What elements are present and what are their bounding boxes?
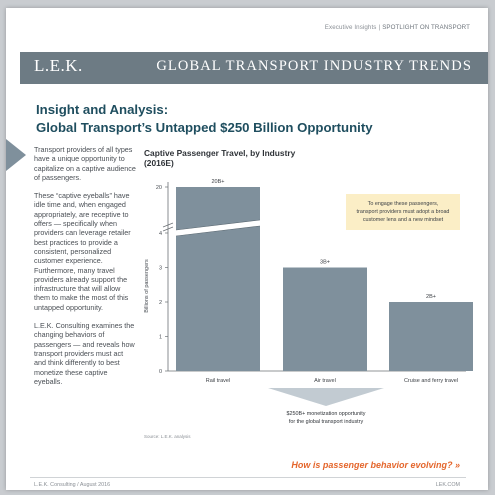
headline-line-1: Insight and Analysis: [36, 102, 169, 117]
bar-rail-travel [176, 187, 260, 371]
x-category-label: Air travel [314, 378, 336, 384]
callout-line: customer lens and a new mindset [363, 217, 444, 223]
x-category-label: Rail travel [206, 378, 230, 384]
body-paragraph: L.E.K. Consulting examines the changing … [34, 321, 135, 386]
chart-title-main: Captive Passenger Travel, by Industry [144, 148, 296, 158]
y-tick-label: 0 [159, 369, 162, 375]
bar-data-label: 20B+ [212, 179, 225, 185]
headline-line-2: Global Transport’s Untapped $250 Billion… [36, 120, 373, 135]
bar-data-label: 2B+ [426, 294, 436, 300]
series-tag: Executive Insights | SPOTLIGHT ON TRANSPOR… [325, 24, 470, 31]
break-line-bottom [175, 225, 261, 237]
chart-title: Captive Passenger Travel, by Industry (2… [144, 148, 295, 168]
spotlight-label: SPOTLIGHT ON TRANSPORT [382, 24, 470, 31]
lek-logo: L.E.K. [34, 56, 83, 75]
break-line-top [175, 219, 261, 231]
callout-line: To engage these passengers, [368, 201, 439, 207]
document-page: Executive Insights | SPOTLIGHT ON TRANSPOR… [6, 8, 488, 490]
footer-credit: L.E.K. Consulting / August 2016 [34, 482, 111, 488]
body-text: Transport providers of all types have a … [34, 145, 136, 395]
cta-text[interactable]: How is passenger behavior evolving? [291, 460, 453, 470]
body-paragraph: These “captive eyeballs” have idle time … [34, 191, 131, 312]
chart-subtitle: (2016E) [144, 158, 174, 168]
y-tick-label: 1 [159, 335, 162, 341]
section-arrow-icon [6, 139, 26, 171]
callout-box [346, 194, 460, 230]
axis-break-mark [162, 222, 174, 228]
headline: Insight and Analysis: Global Transport’s… [36, 101, 373, 137]
double-chevron-icon: » [454, 460, 460, 470]
axis-break [176, 220, 260, 236]
x-category-label: Cruise and ferry travel [404, 378, 458, 384]
footer-website-link[interactable]: LEK.COM [435, 482, 460, 488]
banner-title: GLOBAL TRANSPORT INDUSTRY TRENDS [156, 58, 472, 74]
callout-line: transport providers must adopt a broad [357, 209, 450, 215]
opportunity-line: for the global transport industry [289, 419, 364, 425]
chart-source: Source: L.E.K. analysis [144, 434, 191, 439]
y-tick-label: 20 [156, 185, 162, 191]
axis-break-mark [162, 226, 174, 232]
bar-air-travel [283, 267, 367, 371]
series-label: Executive Insights [324, 24, 377, 31]
y-axis-label: Billions of passengers [144, 259, 150, 313]
bar-data-label: 3B+ [320, 260, 330, 266]
y-tick-label: 4 [159, 231, 162, 237]
y-tick-label: 3 [159, 266, 162, 272]
footer-divider [30, 477, 466, 478]
bar-cruise-and-ferry-travel [389, 302, 473, 371]
y-tick-label: 2 [159, 300, 162, 306]
cta-link[interactable]: How is passenger behavior evolving? » [291, 460, 460, 470]
tag-separator: | [378, 24, 381, 31]
opportunity-arrow [268, 388, 384, 406]
bar-chart: Billions of passengers 0 1 2 3 4 20 20B+ Rail … [144, 179, 473, 425]
opportunity-line: $250B+ monetization opportunity [287, 411, 366, 417]
body-paragraph: Transport providers of all types have a … [34, 145, 136, 182]
header-banner: L.E.K. GLOBAL TRANSPORT INDUSTRY TRENDS [20, 52, 488, 84]
